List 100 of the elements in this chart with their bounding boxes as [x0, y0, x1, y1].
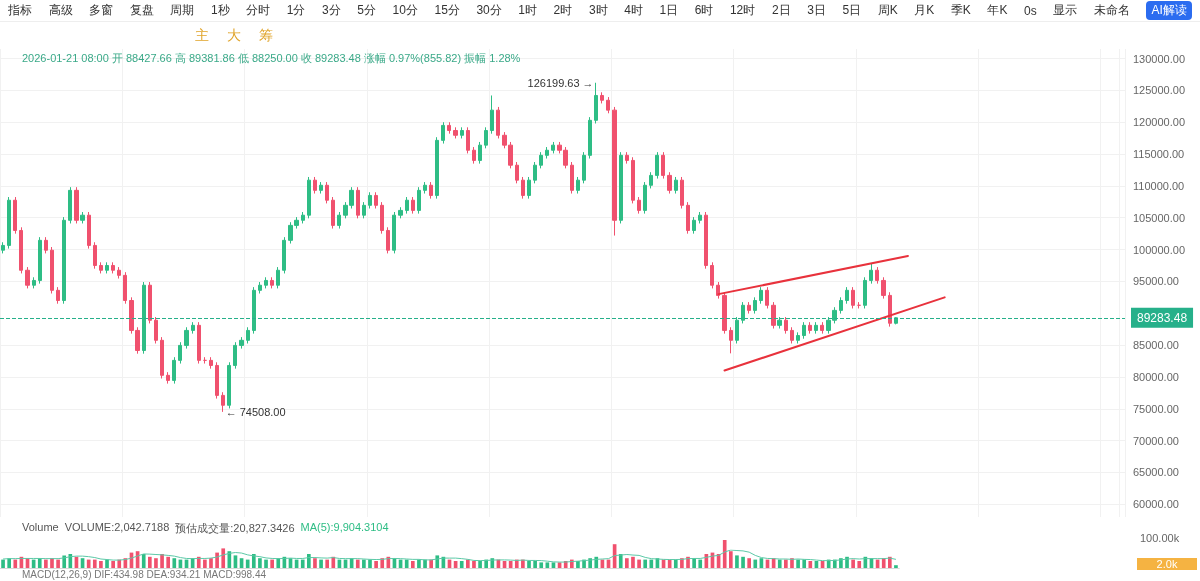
candlestick: [722, 291, 727, 335]
bar: [141, 554, 146, 568]
candlestick: [172, 356, 176, 385]
bar: [466, 559, 470, 568]
candlestick: [888, 291, 892, 328]
candlestick: [692, 216, 696, 235]
text: 3分: [322, 2, 341, 19]
bar: [429, 559, 433, 568]
candlestick: [594, 82, 598, 124]
bar: [99, 561, 103, 568]
candlestick: [527, 176, 531, 200]
text: 筹: [259, 27, 273, 45]
bar: [527, 561, 531, 568]
bar: [325, 559, 330, 568]
candlestick: [74, 186, 79, 224]
text: 3日: [807, 2, 826, 19]
candlestick: [478, 141, 482, 165]
y-tick-label: 115000.00: [1133, 148, 1185, 161]
text: 年K: [987, 2, 1008, 19]
bar: [313, 558, 317, 568]
bar: [319, 559, 323, 568]
bar: [105, 559, 109, 568]
text: 高级: [48, 2, 73, 19]
y-tick-label: 65000.00: [1133, 466, 1179, 479]
candlestick: [686, 201, 690, 235]
candlestick: [325, 181, 329, 204]
text: 12时: [729, 2, 756, 19]
candlestick: [551, 141, 555, 154]
text: 5日: [842, 2, 862, 19]
bar: [111, 561, 115, 568]
bar: [478, 561, 482, 568]
candlestick: [588, 116, 592, 160]
candlestick: [227, 361, 231, 409]
text: 主: [195, 27, 209, 45]
bar: [753, 559, 758, 568]
bar: [459, 561, 464, 568]
text: 周期: [170, 2, 195, 19]
candlestick: [368, 191, 372, 209]
candlestick: [25, 266, 30, 289]
y-tick-label: 130000.00: [1133, 52, 1185, 65]
candlestick: [796, 331, 800, 344]
bar: [44, 559, 48, 568]
candlestick: [197, 321, 201, 365]
candlestick: [239, 336, 244, 350]
candlestick: [99, 261, 103, 274]
candlestick: [209, 356, 213, 370]
candlestick: [62, 216, 66, 305]
bar: [13, 559, 18, 568]
candlestick: [301, 211, 305, 224]
text: MA(5):9,904.3104: [300, 521, 389, 535]
candlestick: [362, 201, 366, 219]
y-tick-label: 85000.00: [1133, 339, 1179, 352]
annotation: 2026-01-21 08:00 开 88427.66 高 89381.86 低 88250.00 收 89283.48 涨幅 0.97%(855.82) 振幅 1.28%: [22, 51, 521, 66]
candlestick: [735, 316, 739, 344]
candlestick: [148, 281, 152, 324]
candlestick: [1, 241, 5, 254]
candlestick: [19, 226, 23, 274]
candlestick: [386, 226, 390, 254]
text: 30分: [476, 2, 502, 19]
candlestick: [863, 276, 867, 309]
candlestick: [50, 246, 54, 295]
candlestick: [142, 281, 146, 355]
candlestick: [221, 391, 225, 413]
candlestick: [521, 176, 525, 200]
candlestick: [313, 176, 317, 195]
candlestick: [808, 321, 812, 335]
bar: [851, 559, 855, 568]
bar: [300, 559, 305, 568]
candlestick: [441, 121, 445, 145]
text: AI解读: [1146, 1, 1192, 20]
candlestick: [667, 171, 672, 195]
candlestick: [674, 176, 678, 195]
candlestick: [447, 121, 451, 135]
candlestick: [398, 206, 403, 219]
text: 分时: [246, 2, 271, 19]
text: 0s: [1024, 3, 1037, 18]
candlestick: [710, 261, 714, 289]
bar: [368, 559, 372, 568]
candlestick: [881, 276, 886, 300]
bar: [307, 554, 311, 568]
candlestick: [32, 276, 36, 289]
bar: [533, 561, 537, 568]
text: 10分: [392, 2, 418, 19]
bar: [747, 558, 751, 568]
candlestick: [374, 191, 378, 209]
candlestick: [56, 286, 60, 305]
bar: [539, 562, 544, 568]
bar: [374, 561, 378, 568]
candlestick: [533, 161, 537, 184]
bar: [625, 558, 629, 568]
candlestick: [661, 151, 665, 180]
bar: [594, 556, 599, 568]
candlestick: [111, 261, 115, 274]
bar: [631, 556, 635, 568]
bar: [637, 559, 641, 568]
candlestick: [619, 151, 623, 224]
text: 6时: [694, 2, 714, 19]
bar: [722, 540, 727, 568]
bar: [698, 559, 703, 568]
candlestick: [38, 236, 42, 285]
